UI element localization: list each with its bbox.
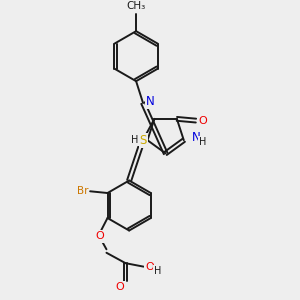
Text: N: N [146, 95, 155, 108]
Text: H: H [154, 266, 161, 276]
Text: H: H [131, 135, 138, 145]
Text: S: S [140, 134, 147, 147]
Text: O: O [199, 116, 207, 126]
Text: O: O [115, 282, 124, 292]
Text: Br: Br [77, 186, 88, 196]
Text: N: N [192, 131, 200, 144]
Text: CH₃: CH₃ [127, 1, 146, 11]
Text: H: H [199, 137, 207, 147]
Text: O: O [95, 231, 104, 242]
Text: O: O [146, 262, 154, 272]
